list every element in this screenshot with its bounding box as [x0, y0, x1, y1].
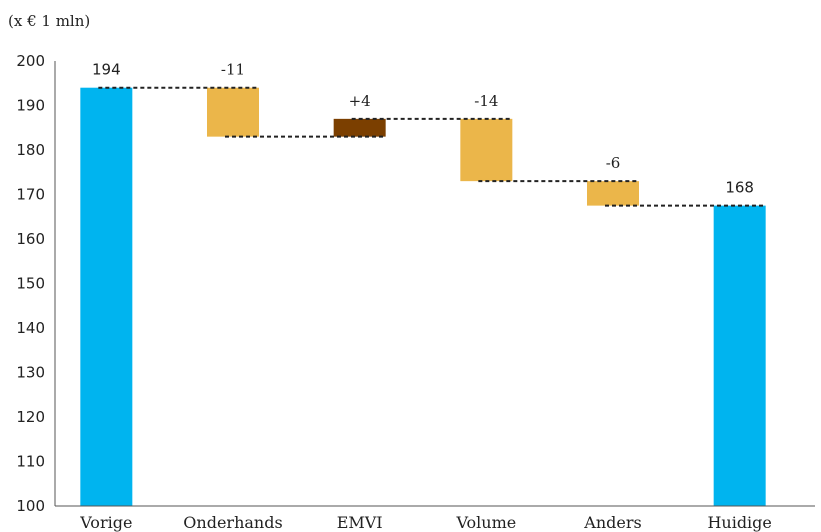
y-tick-label: 120 [16, 408, 45, 426]
bar-emvi [333, 118, 386, 137]
data-label-vorige: 194 [92, 61, 121, 79]
y-tick-label: 110 [16, 453, 45, 471]
connectors-layer [98, 86, 766, 207]
y-tick-label: 140 [16, 319, 45, 337]
y-tick-label: 200 [16, 52, 45, 70]
bar-volume [460, 118, 513, 182]
data-label-volume: -14 [474, 92, 498, 110]
data-label-emvi: +4 [349, 92, 371, 110]
y-tick-label: 190 [16, 97, 45, 115]
bar-huidige [713, 205, 766, 506]
x-category-label: Anders [583, 513, 641, 532]
bar-vorige [80, 87, 133, 506]
data-labels: 194 -11 +4 -14 -6 168 [92, 61, 754, 197]
bar-onderhands [207, 87, 259, 137]
y-tick-label: 160 [16, 230, 45, 248]
axes-layer [54, 61, 815, 507]
y-tick-labels: 100 110 120 130 140 150 160 170 180 190 200 [16, 52, 45, 515]
y-tick-label: 170 [16, 186, 45, 204]
y-tick-label: 180 [16, 141, 45, 159]
unit-label: (x € 1 mln) [8, 12, 90, 30]
y-tick-label: 130 [16, 364, 45, 382]
x-category-label: Volume [455, 513, 516, 532]
x-category-label: EMVI [337, 513, 383, 532]
x-category-label: Onderhands [183, 513, 282, 532]
y-tick-label: 150 [16, 275, 45, 293]
bar-anders [587, 181, 639, 206]
x-category-label: Huidige [707, 513, 771, 532]
data-label-huidige: 168 [725, 179, 754, 197]
data-label-anders: -6 [606, 154, 621, 172]
bars-layer [80, 87, 766, 506]
x-category-label: Vorige [79, 513, 132, 532]
data-label-onderhands: -11 [221, 61, 245, 79]
x-category-labels: Vorige Onderhands EMVI Volume Anders Huidige [79, 513, 772, 532]
y-tick-label: 100 [16, 497, 45, 515]
